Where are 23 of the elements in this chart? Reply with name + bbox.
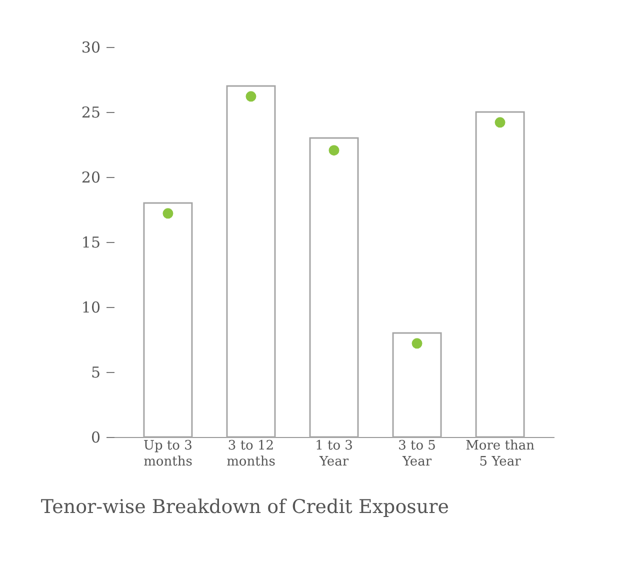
y-tick-label: 0 <box>90 428 100 446</box>
point <box>162 208 174 219</box>
x-tick-label: 3 to 5 Year <box>398 438 436 470</box>
bar <box>226 85 276 438</box>
y-tick-label: 5 <box>90 364 100 382</box>
point <box>494 117 506 128</box>
point <box>412 338 422 349</box>
bar <box>475 111 525 438</box>
bar <box>143 202 193 438</box>
y-tick-label: 30 <box>81 38 100 56</box>
y-tick-label: 15 <box>81 234 100 252</box>
bar <box>309 137 359 438</box>
point <box>246 91 256 102</box>
y-tick-label: 10 <box>81 298 100 316</box>
y-tick-label: 20 <box>81 168 100 186</box>
x-tick-label: More than 5 Year <box>466 438 536 470</box>
text: Tenor-wise Breakdown of Credit Exposure <box>40 496 449 518</box>
y-tick-label: 25 <box>81 104 100 122</box>
x-tick-label: Up to 3 months <box>144 438 192 470</box>
x-tick-label: 3 to 12 months <box>226 438 276 470</box>
bar <box>392 332 442 438</box>
x-tick-label: 1 to 3 Year <box>315 438 353 470</box>
point <box>328 145 340 156</box>
